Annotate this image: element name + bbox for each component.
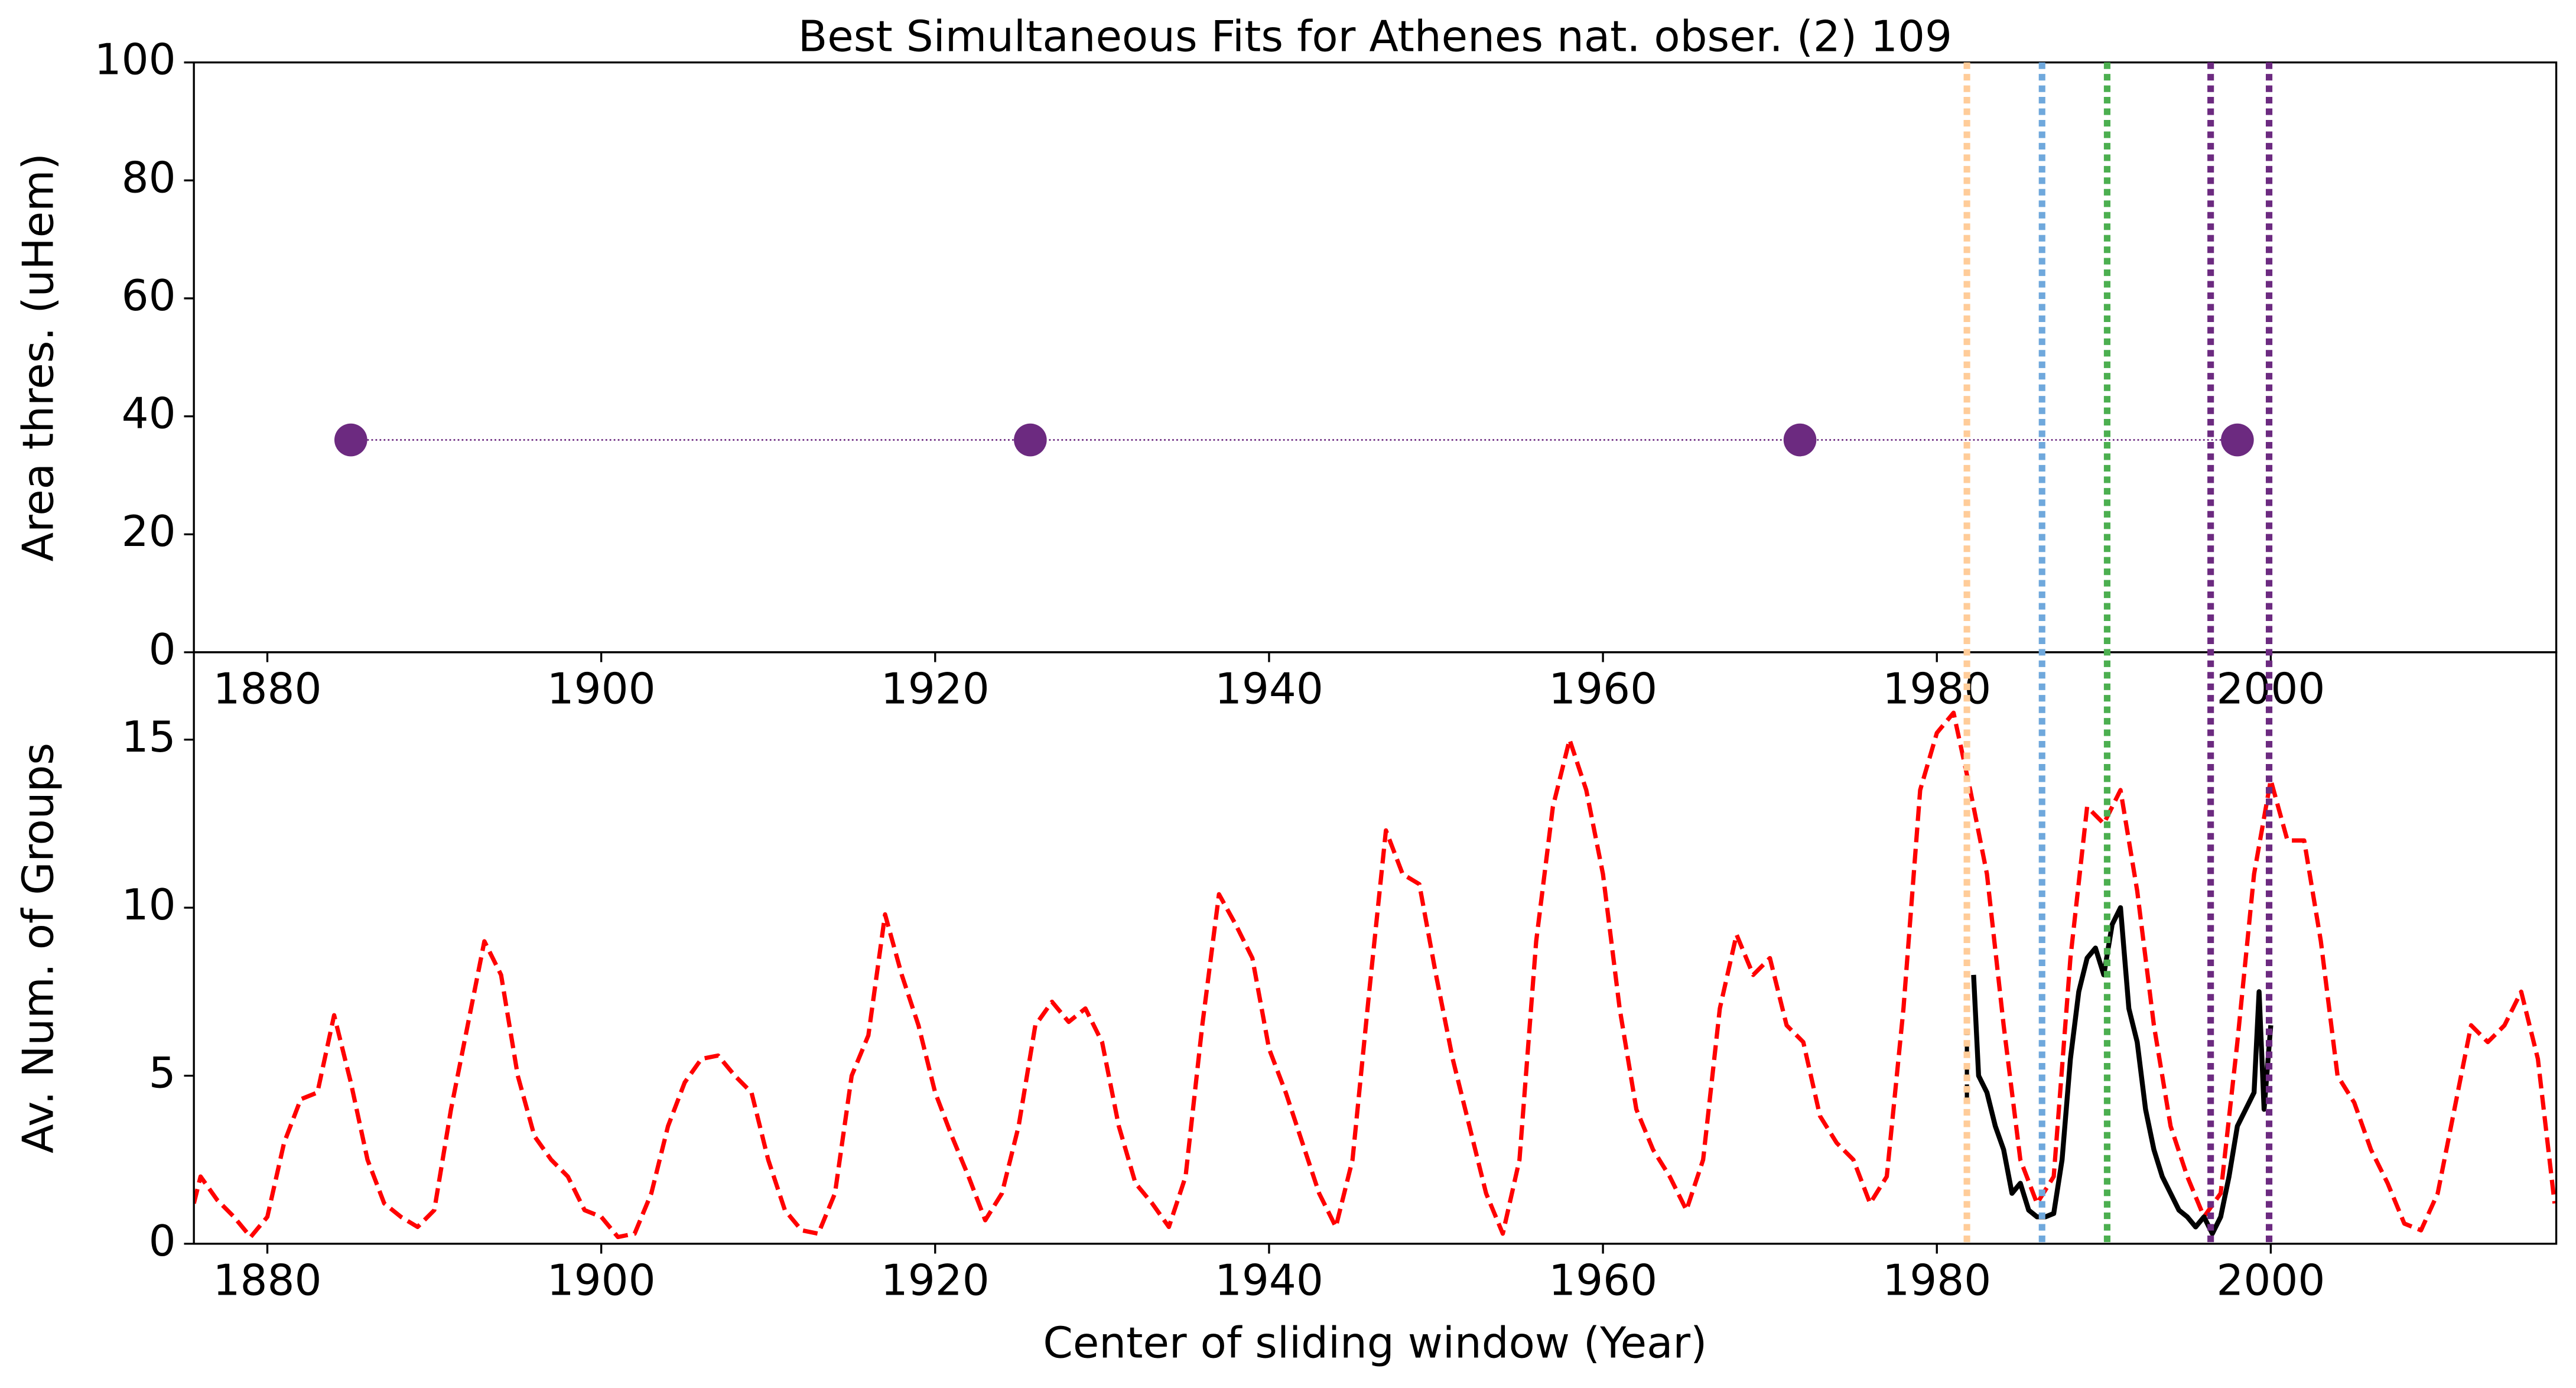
y-tick-label: 80 bbox=[122, 153, 176, 203]
x-tick-label: 1960 bbox=[1549, 665, 1657, 714]
y-axis-label: Av. Num. of Groups bbox=[14, 743, 64, 1153]
y-tick-label: 60 bbox=[122, 271, 176, 321]
y-tick-label: 10 bbox=[122, 880, 176, 930]
x-axis-label: Center of sliding window (Year) bbox=[1043, 1318, 1707, 1368]
x-tick-label: 1940 bbox=[1215, 665, 1323, 714]
x-tick-label: 1980 bbox=[1882, 665, 1991, 714]
axes-frame bbox=[193, 61, 2558, 654]
chart-title: Best Simultaneous Fits for Athenes nat. … bbox=[798, 12, 1952, 62]
series-line bbox=[1971, 905, 2273, 1236]
x-tick-label: 1980 bbox=[1882, 1256, 1991, 1306]
x-tick-label: 1900 bbox=[547, 665, 656, 714]
y-axis-label: Area thres. (uHem) bbox=[14, 153, 64, 561]
x-tick-label: 1940 bbox=[1215, 1256, 1323, 1306]
y-tick-label: 100 bbox=[95, 35, 176, 85]
axes-frame bbox=[193, 651, 2558, 1245]
y-tick-label: 0 bbox=[149, 1217, 176, 1266]
data-point bbox=[1783, 423, 1817, 457]
x-tick-label: 1880 bbox=[213, 1256, 322, 1306]
y-tick-label: 15 bbox=[122, 713, 176, 762]
x-tick-label: 1960 bbox=[1549, 1256, 1657, 1306]
series-line bbox=[194, 710, 2557, 1240]
y-tick-label: 20 bbox=[122, 507, 176, 557]
y-tick-label: 40 bbox=[122, 389, 176, 439]
y-tick-label: 0 bbox=[149, 625, 176, 675]
x-tick-label: 2000 bbox=[2216, 1256, 2325, 1306]
x-tick-label: 1900 bbox=[547, 1256, 656, 1306]
x-tick-label: 1920 bbox=[881, 1256, 990, 1306]
x-tick-label: 1920 bbox=[881, 665, 990, 714]
data-point bbox=[2221, 423, 2254, 457]
x-tick-label: 1880 bbox=[213, 665, 322, 714]
data-point bbox=[334, 423, 367, 457]
data-point bbox=[1014, 423, 1047, 457]
y-tick-label: 5 bbox=[149, 1049, 176, 1098]
